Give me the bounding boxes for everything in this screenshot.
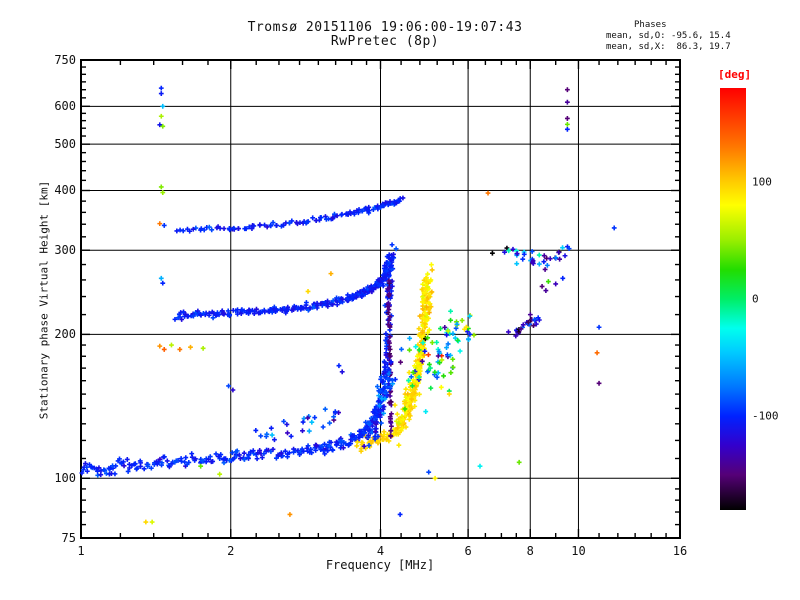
x-axis-label: Frequency [MHz] [325,558,435,572]
phase-stats-x-mode: mean, sd,X: 86.3, 19.7 [606,42,731,52]
colorbar-unit-label: [deg] [718,68,752,81]
y-tick-label: 600 [54,99,76,114]
y-tick-label: 300 [54,243,76,258]
page-title: Tromsø 20151106 19:06:00-19:07:43 [247,20,523,35]
x-tick-label: 1 [77,544,85,558]
colorbar [720,88,746,510]
y-tick-label: 500 [54,137,76,152]
y-tick-label: 750 [54,53,76,67]
colorbar-tick-label: 0 [752,292,759,306]
x-tick-label: 16 [672,544,688,558]
x-tick-label: 6 [464,544,472,558]
colorbar-tick-label: -100 [752,409,779,423]
x-tick-label: 4 [376,544,385,558]
y-tick-label: 75 [61,531,76,545]
y-tick-label: 200 [54,327,76,342]
plot-frame [80,59,681,539]
colorbar-tick-label: 100 [752,175,772,189]
phase-stats-heading: Phases [634,20,667,30]
scatter-points [79,85,617,525]
x-tick-label: 2 [227,544,235,558]
x-tick-label: 10 [571,544,586,558]
phase-stats-o-mode: mean, sd,O: -95.6, 15.4 [606,31,731,41]
grid-lines [81,60,680,538]
page-subtitle: RwPretec (8p) [330,34,440,49]
y-tick-label: 400 [54,183,76,198]
y-axis-label: Stationary phase Virtual Height [km] [37,180,51,420]
y-tick-label: 100 [54,471,76,486]
x-tick-label: 8 [526,544,534,558]
